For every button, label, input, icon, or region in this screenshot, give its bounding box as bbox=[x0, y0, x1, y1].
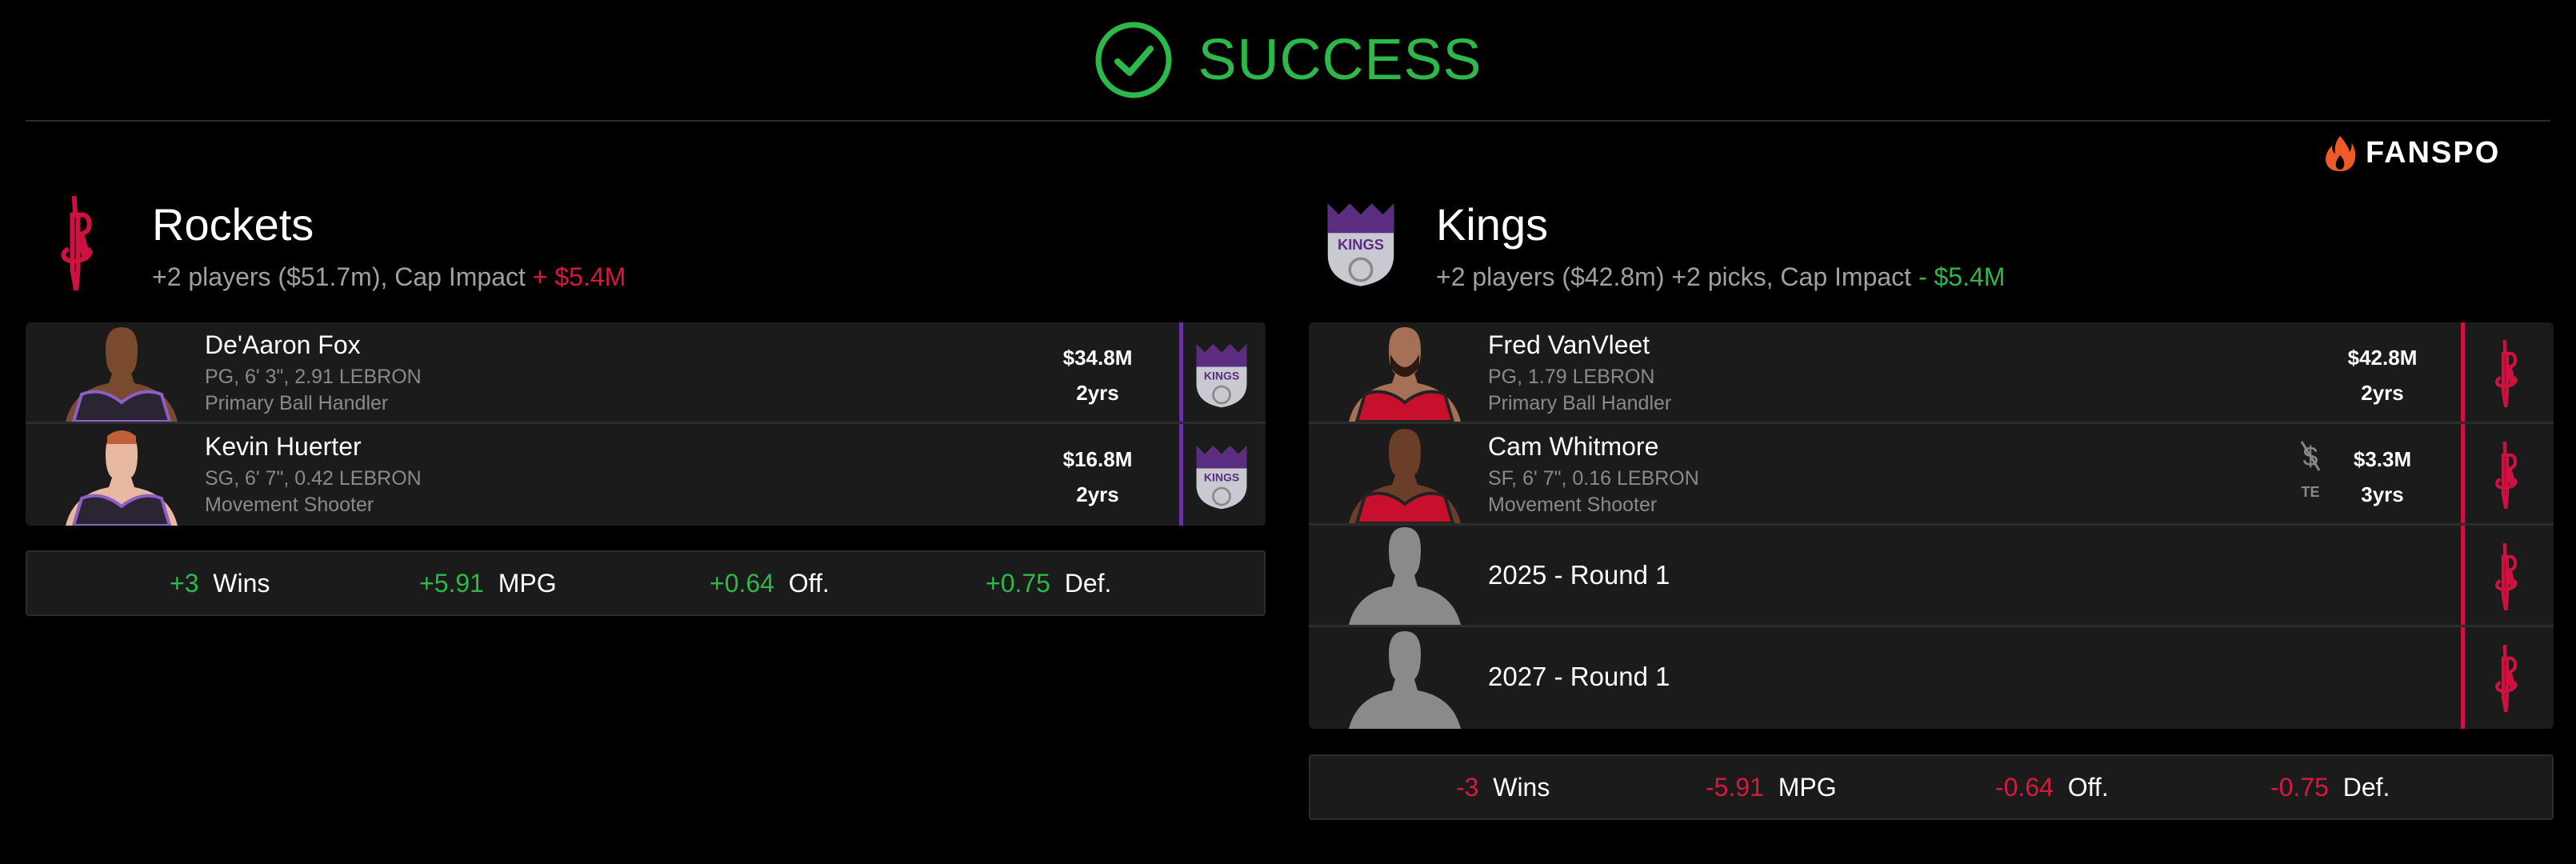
impact-stats: -3 Wins -5.91 MPG -0.64 Off. -0.75 Def. bbox=[1309, 754, 2554, 820]
team-summary: +2 players ($42.8m) +2 picks, Cap Impact… bbox=[1436, 262, 2005, 292]
pick-label: 2027 - Round 1 bbox=[1488, 662, 1670, 691]
rockets-logo bbox=[2479, 340, 2535, 407]
player-row[interactable]: Kevin Huerter SG, 6' 7", 0.42 LEBRON Move… bbox=[26, 424, 1266, 526]
years: 2yrs bbox=[1076, 381, 1119, 405]
stat-label: Wins bbox=[213, 568, 270, 598]
player-name[interactable]: Fred VanVleet bbox=[1488, 330, 1650, 359]
player-photo bbox=[66, 430, 178, 526]
flame-icon bbox=[2326, 136, 2356, 171]
stat-value: -3 bbox=[1456, 772, 1479, 802]
rockets-logo bbox=[2479, 543, 2535, 610]
status-text: SUCCESS bbox=[1198, 28, 1482, 92]
team-title: Rockets bbox=[152, 199, 314, 250]
player-info: PG, 6' 3", 2.91 LEBRON Primary Ball Handl… bbox=[205, 364, 422, 417]
player-role: Movement Shooter bbox=[205, 494, 374, 516]
player-position: PG, 1.79 LEBRON bbox=[1488, 366, 1655, 388]
player-name[interactable]: De'Aaron Fox bbox=[205, 330, 361, 359]
team-summary: +2 players ($51.7m), Cap Impact + $5.4M bbox=[152, 262, 626, 292]
stat-value: +5.91 bbox=[419, 568, 484, 598]
contract: $34.8M 2yrs bbox=[1050, 340, 1146, 410]
pick-label: 2025 - Round 1 bbox=[1488, 560, 1670, 590]
trade-exception: $ TE bbox=[2294, 438, 2326, 501]
contract: $16.8M 2yrs bbox=[1050, 442, 1146, 512]
summary-text: +2 players ($42.8m) +2 picks, Cap Impact bbox=[1436, 262, 1912, 291]
player-photo bbox=[1349, 429, 1461, 523]
player-photo bbox=[66, 327, 178, 422]
rockets-logo bbox=[2479, 645, 2535, 712]
placeholder-silhouette bbox=[1341, 526, 1469, 625]
placeholder-silhouette bbox=[1341, 630, 1469, 729]
salary: $34.8M bbox=[1062, 346, 1133, 370]
team-color-bar bbox=[2461, 424, 2465, 523]
player-info: SG, 6' 7", 0.42 LEBRON Movement Shooter bbox=[205, 466, 422, 518]
stat-label: Def. bbox=[2342, 772, 2390, 802]
kings-logo bbox=[1324, 200, 1398, 288]
stat-value: +0.64 bbox=[710, 568, 774, 598]
salary: $3.3M bbox=[2353, 447, 2412, 471]
player-position: SG, 6' 7", 0.42 LEBRON bbox=[205, 467, 422, 490]
team-color-bar bbox=[2461, 322, 2465, 422]
player-role: Primary Ball Handler bbox=[205, 392, 389, 414]
player-row[interactable]: Fred VanVleet PG, 1.79 LEBRON Primary Bal… bbox=[1309, 322, 2554, 424]
stat-value: -0.75 bbox=[2270, 772, 2329, 802]
cap-impact: + $5.4M bbox=[532, 262, 626, 291]
years: 3yrs bbox=[2361, 482, 2404, 506]
check-circle-icon bbox=[1095, 22, 1172, 98]
player-row[interactable]: Cam Whitmore SF, 6' 7", 0.16 LEBRON Movem… bbox=[1309, 424, 2554, 526]
incoming-list: De'Aaron Fox PG, 6' 3", 2.91 LEBRON Prima… bbox=[26, 322, 1266, 526]
pick-row[interactable]: 2025 - Round 1 bbox=[1309, 526, 2554, 627]
player-name[interactable]: Kevin Huerter bbox=[205, 432, 362, 461]
player-name[interactable]: Cam Whitmore bbox=[1488, 432, 1659, 461]
team-color-bar bbox=[1179, 322, 1183, 422]
player-role: Movement Shooter bbox=[1488, 494, 1658, 516]
exception-label: TE bbox=[2301, 484, 2320, 500]
player-row[interactable]: De'Aaron Fox PG, 6' 3", 2.91 LEBRON Prima… bbox=[26, 322, 1266, 424]
player-role: Primary Ball Handler bbox=[1488, 392, 1672, 414]
cap-impact: - $5.4M bbox=[1918, 262, 2006, 291]
team-color-bar bbox=[2461, 627, 2465, 729]
stat-label: MPG bbox=[498, 568, 557, 598]
years: 2yrs bbox=[2361, 381, 2404, 405]
salary: $42.8M bbox=[2347, 346, 2418, 370]
brand-name: FANSPO bbox=[2366, 135, 2501, 170]
player-info: PG, 1.79 LEBRON Primary Ball Handler bbox=[1488, 364, 1671, 417]
status-header: SUCCESS bbox=[0, 0, 2576, 120]
stat-label: MPG bbox=[1778, 772, 1837, 802]
player-position: SF, 6' 7", 0.16 LEBRON bbox=[1488, 467, 1699, 490]
team-color-bar bbox=[1179, 424, 1183, 526]
pick-row[interactable]: 2027 - Round 1 bbox=[1309, 627, 2554, 729]
divider bbox=[26, 120, 2550, 122]
kings-logo bbox=[1194, 443, 1250, 510]
player-position: PG, 6' 3", 2.91 LEBRON bbox=[205, 366, 422, 388]
no-dollar-icon: $ bbox=[2300, 441, 2321, 472]
stat-value: +3 bbox=[170, 568, 199, 598]
kings-logo bbox=[1194, 342, 1250, 409]
contract: $42.8M 2yrs bbox=[2334, 340, 2430, 410]
brand-logo[interactable]: FANSPO bbox=[2324, 134, 2500, 171]
years: 2yrs bbox=[1076, 482, 1119, 506]
team-color-bar bbox=[2461, 526, 2465, 625]
stat-label: Def. bbox=[1064, 568, 1112, 598]
salary: $16.8M bbox=[1062, 447, 1133, 471]
stat-label: Off. bbox=[788, 568, 830, 598]
impact-stats: +3 Wins +5.91 MPG +0.64 Off. +0.75 Def. bbox=[26, 550, 1266, 616]
rockets-logo bbox=[2479, 442, 2535, 509]
stat-label: Off. bbox=[2067, 772, 2109, 802]
contract: $3.3M 3yrs bbox=[2334, 442, 2430, 512]
rockets-logo bbox=[40, 196, 116, 290]
stat-value: -5.91 bbox=[1706, 772, 1764, 802]
player-info: SF, 6' 7", 0.16 LEBRON Movement Shooter bbox=[1488, 466, 1699, 518]
player-photo bbox=[1349, 327, 1461, 422]
stat-value: -0.64 bbox=[1995, 772, 2054, 802]
stat-value: +0.75 bbox=[986, 568, 1050, 598]
stat-label: Wins bbox=[1493, 772, 1550, 802]
team-title: Kings bbox=[1436, 199, 1549, 250]
summary-text: +2 players ($51.7m), Cap Impact bbox=[152, 262, 526, 291]
incoming-list: Fred VanVleet PG, 1.79 LEBRON Primary Bal… bbox=[1309, 322, 2554, 729]
